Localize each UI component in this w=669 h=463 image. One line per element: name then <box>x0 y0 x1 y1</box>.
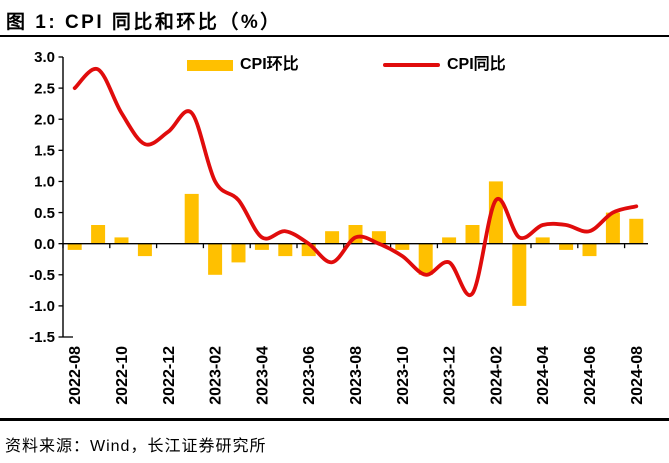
legend-item-cpi-mom: CPI环比 <box>187 55 299 75</box>
x-axis-labels: 2022-08 2022-10 2022-12 2023-02 2023-04 2023-… <box>67 346 646 405</box>
legend-item-cpi-yoy: CPI同比 <box>383 55 506 75</box>
bar-2024-04 <box>535 237 550 244</box>
cpi-yoy-line <box>72 67 639 298</box>
y-tick-label: 1.5 <box>34 143 55 160</box>
x-tick-label-2023-06: 2023-06 <box>301 346 318 405</box>
x-tick-label-2023-04: 2023-04 <box>254 346 271 405</box>
x-tick-label-2024-08: 2024-08 <box>629 346 646 405</box>
x-tick-label-2022-10: 2022-10 <box>114 346 131 405</box>
bar-2024-06 <box>582 243 597 257</box>
bar-2023-02 <box>208 243 223 275</box>
y-tick-label: -1.5 <box>29 329 55 346</box>
bar-2024-01 <box>465 225 480 244</box>
bar-2024-03 <box>512 243 527 306</box>
bar-2023-05 <box>278 243 293 257</box>
legend-bar-swatch <box>187 59 233 71</box>
bar-2022-11 <box>137 243 152 257</box>
x-tick-label-2023-02: 2023-02 <box>208 346 225 405</box>
y-tick-label: 2.5 <box>34 80 55 97</box>
x-tick-label-2024-04: 2024-04 <box>535 346 552 405</box>
bar-2023-12 <box>442 237 457 244</box>
line-series <box>72 67 639 298</box>
bar-2022-10 <box>114 237 129 244</box>
axes: 3.0 2.5 2.0 1.5 1.0 0.5 0.0 -0.5 -1.0 -1.5 <box>29 49 648 346</box>
y-tick-label: 2.0 <box>34 111 55 128</box>
bar-2023-03 <box>231 243 246 263</box>
x-tick-label-2022-08: 2022-08 <box>67 346 84 405</box>
title-divider-rule <box>0 35 669 38</box>
x-tick-label-2022-12: 2022-12 <box>161 346 178 405</box>
bar-2023-07 <box>325 231 340 244</box>
y-tick-label: -0.5 <box>29 267 55 284</box>
y-tick-label: 1.0 <box>34 174 55 191</box>
bar-2022-08 <box>67 243 82 250</box>
y-tick-label: 3.0 <box>34 49 55 66</box>
x-tick-label-2023-12: 2023-12 <box>442 346 459 405</box>
x-tick-label-2023-10: 2023-10 <box>395 346 412 405</box>
legend-line-label: CPI同比 <box>447 56 506 73</box>
bar-2024-05 <box>559 243 574 250</box>
bar-2024-07 <box>605 212 620 244</box>
bar-2023-11 <box>418 243 433 275</box>
figure-title: 图 1: CPI 同比和环比（%） <box>6 12 282 33</box>
x-tick-label-2023-08: 2023-08 <box>348 346 365 405</box>
bar-2023-10 <box>395 243 410 250</box>
bar-2022-09 <box>91 225 106 244</box>
y-tick-label: 0.0 <box>34 236 55 253</box>
bar-2023-01 <box>184 193 199 244</box>
bar-2023-04 <box>254 243 269 250</box>
bar-2024-08 <box>629 218 644 244</box>
y-tick-label: 0.5 <box>34 205 55 222</box>
bar-2024-02 <box>488 181 503 244</box>
x-tick-label-2024-06: 2024-06 <box>582 346 599 405</box>
x-tick-label-2024-02: 2024-02 <box>488 346 505 405</box>
legend-bar-label: CPI环比 <box>240 56 299 73</box>
source-note: 资料来源：Wind，长江证券研究所 <box>5 438 267 455</box>
footer-divider-rule <box>0 418 669 421</box>
y-tick-label: -1.0 <box>29 298 55 315</box>
legend-line-swatch <box>383 63 440 67</box>
